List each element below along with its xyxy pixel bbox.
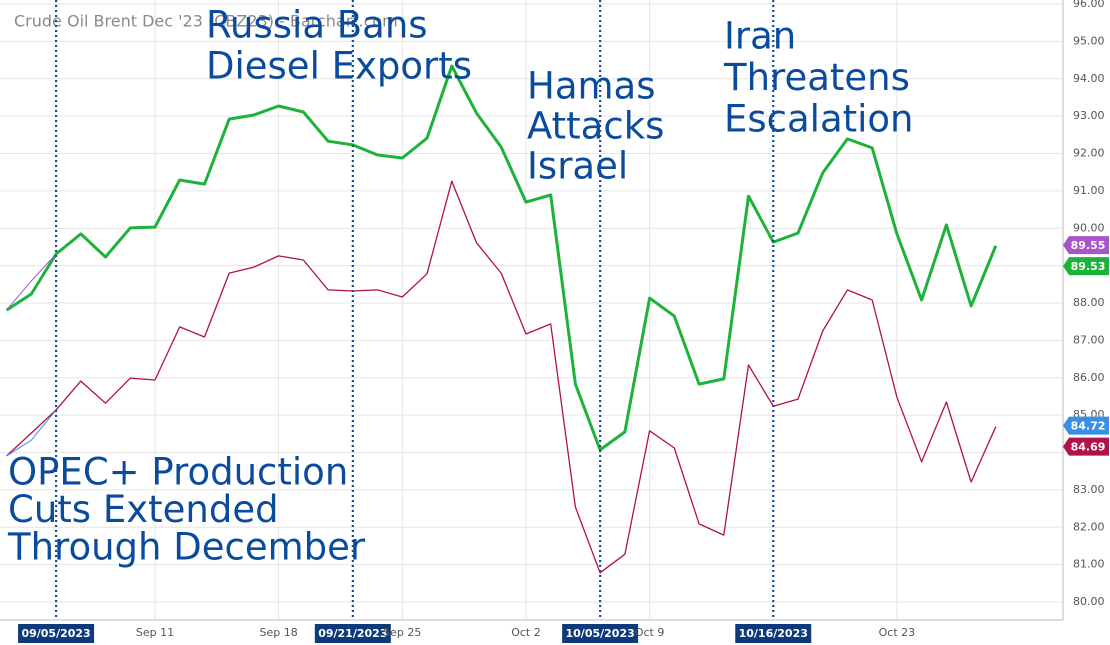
y-tick-label: 92.00 (1073, 147, 1105, 160)
annotation-text: Diesel Exports (206, 45, 472, 88)
date-marker (562, 624, 639, 643)
y-tick-label: 91.00 (1073, 184, 1105, 197)
price-tag (1063, 416, 1109, 435)
annotation-text: Iran (724, 15, 796, 58)
price-tag-label: 89.53 (1071, 260, 1106, 273)
y-tick-label: 93.00 (1073, 109, 1105, 122)
x-tick-label: Oct 23 (879, 626, 916, 639)
annotation-text: Threatens (723, 56, 910, 99)
annotation-text: Hamas (527, 65, 656, 108)
y-tick-label: 87.00 (1073, 333, 1105, 346)
y-tick-label: 83.00 (1073, 483, 1105, 496)
annotation-text: Escalation (724, 98, 914, 141)
y-tick-label: 80.00 (1073, 595, 1105, 608)
price-tag-label: 89.55 (1071, 239, 1106, 252)
x-tick-label: Sep 18 (260, 626, 298, 639)
x-tick-label: Oct 2 (511, 626, 541, 639)
y-tick-label: 90.00 (1073, 221, 1105, 234)
x-tick-label: Sep 11 (136, 626, 174, 639)
y-tick-label: 95.00 (1073, 34, 1105, 47)
price-tag (1063, 236, 1109, 255)
y-tick-label: 86.00 (1073, 371, 1105, 384)
x-tick-label: 10/05/2023 (566, 627, 635, 640)
price-tag-label: 84.69 (1071, 441, 1106, 454)
x-tick-label: Sep 25 (383, 626, 421, 639)
annotation-text: Russia Bans (206, 4, 428, 47)
annotation-text: OPEC+ Production (8, 451, 348, 494)
price-line (6, 253, 57, 311)
price-tag-label: 84.72 (1071, 420, 1106, 433)
price-tag (1063, 437, 1109, 456)
y-tick-label: 82.00 (1073, 520, 1105, 533)
x-tick-label: 09/21/2023 (318, 627, 387, 640)
x-tick-label: 09/05/2023 (21, 627, 90, 640)
x-tick-label: 10/16/2023 (739, 627, 808, 640)
annotation-text: Through December (7, 526, 366, 569)
date-marker (18, 624, 95, 643)
x-tick-label: Oct 9 (635, 626, 665, 639)
price-tag (1063, 257, 1109, 276)
y-tick-label: 94.00 (1073, 72, 1105, 85)
annotation-text: Israel (527, 145, 628, 188)
y-tick-label: 81.00 (1073, 558, 1105, 571)
price-line (6, 180, 997, 574)
price-line (6, 409, 57, 457)
date-marker (735, 624, 812, 643)
annotation-text: Cuts Extended (8, 488, 279, 531)
annotation-text: Attacks (527, 105, 664, 148)
y-tick-label: 88.00 (1073, 296, 1105, 309)
y-tick-label: 96.00 (1073, 0, 1105, 10)
chart-title: Crude Oil Brent Dec '23 (CBZ23) - Barcha… (14, 12, 398, 31)
price-line (5, 64, 998, 452)
date-marker (314, 624, 391, 643)
